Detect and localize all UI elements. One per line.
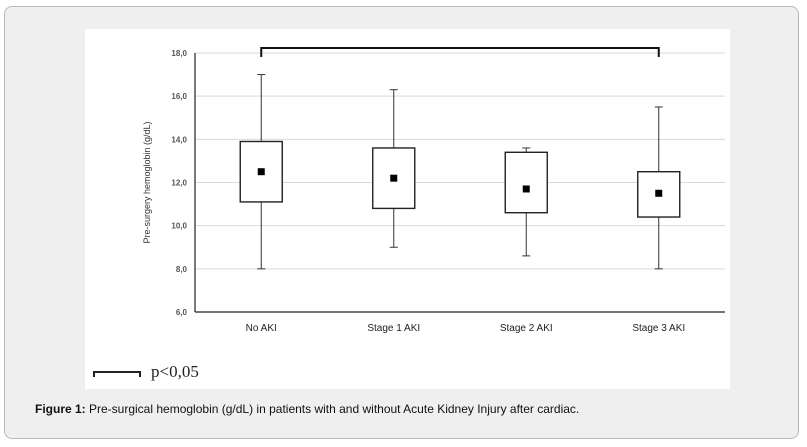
figure-frame: 6,0 8,0 10,0 12,0 14,0 16,0 18,0 Pre-surgery he… <box>4 6 799 439</box>
legend: p<0,05 <box>93 359 199 385</box>
mean-marker <box>257 168 265 176</box>
caption-prefix: Figure 1: <box>35 402 86 416</box>
y-tick-label: 18,0 <box>171 49 187 58</box>
x-category-label: Stage 3 AKI <box>632 323 685 334</box>
figure-area: 6,0 8,0 10,0 12,0 14,0 16,0 18,0 Pre-surgery he… <box>85 29 730 389</box>
x-category-label: Stage 2 AKI <box>500 323 553 334</box>
mean-marker <box>390 174 398 182</box>
box-plot-chart: 6,0 8,0 10,0 12,0 14,0 16,0 18,0 Pre-surgery he… <box>142 47 725 334</box>
mean-marker <box>522 185 530 193</box>
y-axis-label: Pre-surgery hemoglobin (g/dL) <box>142 121 152 243</box>
figure-caption: Figure 1: Pre-surgical hemoglobin (g/dL)… <box>35 402 579 416</box>
y-tick-label: 16,0 <box>171 92 187 101</box>
y-tick-label: 12,0 <box>171 179 187 188</box>
significance-bracket <box>260 47 660 57</box>
legend-label: p<0,05 <box>151 362 199 381</box>
x-category-label: No AKI <box>246 323 277 334</box>
iqr-box <box>504 151 548 214</box>
y-tick-label: 14,0 <box>171 135 187 144</box>
legend-bracket-icon <box>93 371 141 377</box>
caption-text: Pre-surgical hemoglobin (g/dL) in patien… <box>85 402 580 416</box>
mean-marker <box>655 189 663 197</box>
iqr-box <box>637 171 681 218</box>
y-tick-label: 8,0 <box>176 265 188 274</box>
y-tick-label: 6,0 <box>176 308 188 317</box>
x-category-label: Stage 1 AKI <box>367 323 420 334</box>
y-tick-label: 10,0 <box>171 222 187 231</box>
